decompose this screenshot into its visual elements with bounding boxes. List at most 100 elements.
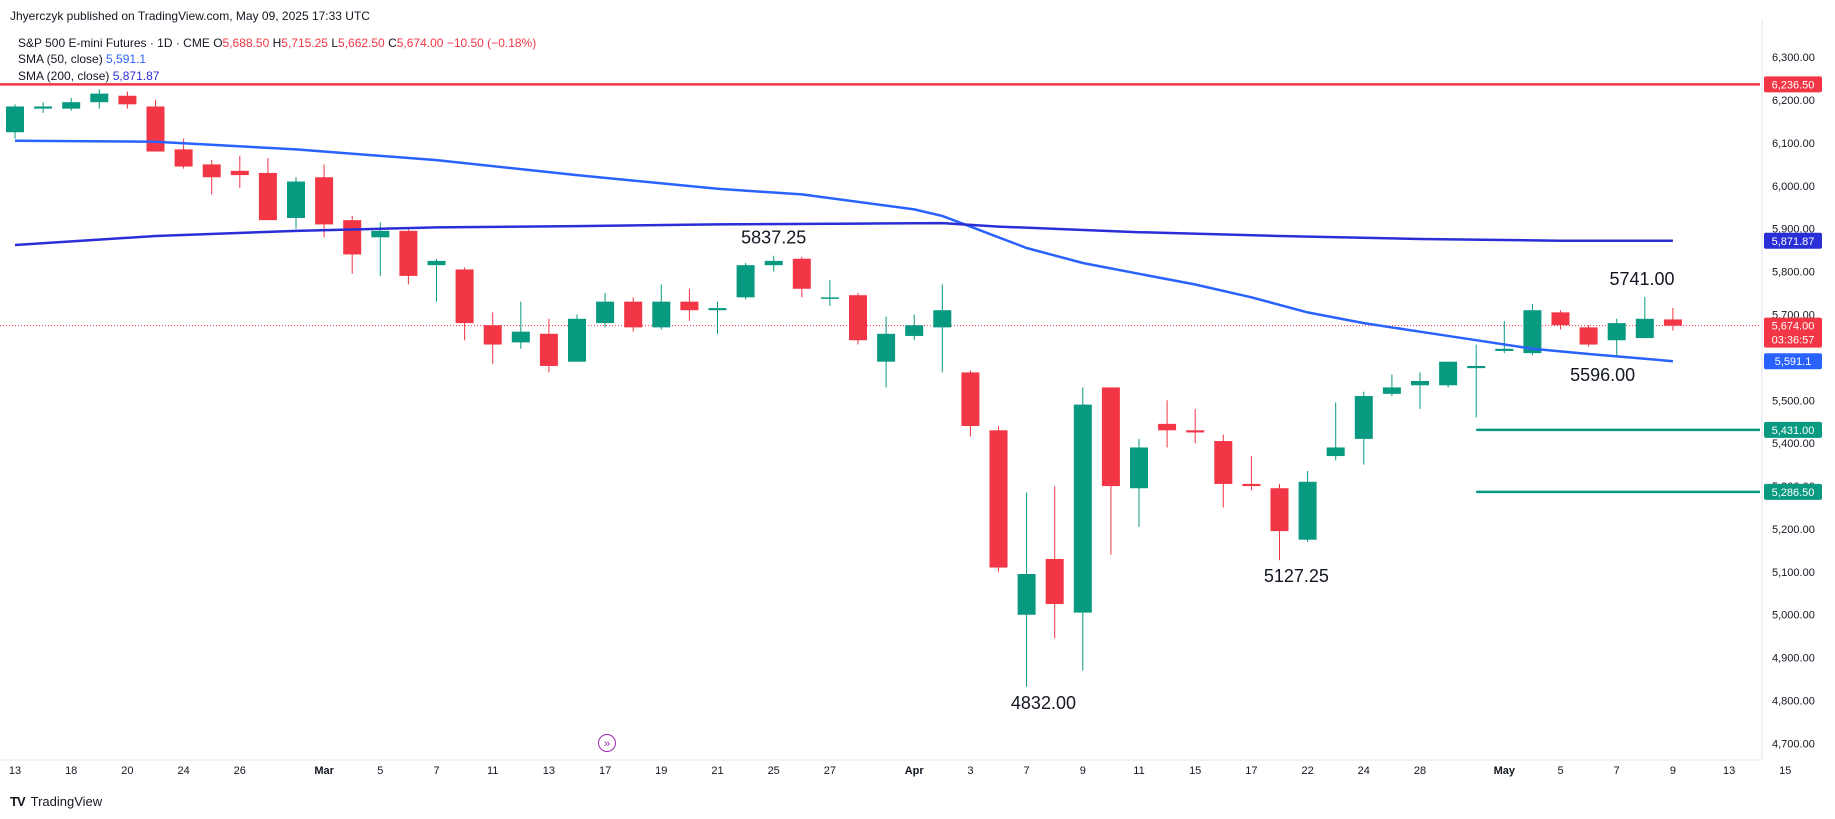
candle-down — [1579, 327, 1598, 345]
y-tick-label: 4,800.00 — [1772, 696, 1815, 708]
x-tick-label: 15 — [1189, 765, 1201, 777]
candle-up — [877, 333, 896, 362]
x-tick-label: 9 — [1670, 765, 1676, 777]
candle-up — [568, 318, 586, 362]
y-tick-label: 6,300.00 — [1772, 52, 1815, 64]
candle-down — [1551, 312, 1570, 326]
last-price-tag: 5,674.00 — [1772, 321, 1815, 333]
candle-down — [315, 177, 334, 225]
x-tick-label: 17 — [599, 765, 611, 777]
candle-up — [1130, 447, 1148, 489]
y-tick-label: 5,500.00 — [1772, 395, 1815, 407]
x-tick-label: 11 — [487, 765, 498, 777]
sma-tag-bg — [1764, 232, 1822, 249]
published-caption: Jhyerczyk published on TradingView.com, … — [10, 9, 370, 23]
candle-up — [764, 260, 783, 266]
sma50-line — [14, 139, 1674, 363]
candle-up — [6, 106, 24, 133]
x-tick-label: Apr — [905, 765, 925, 777]
symbol-legend: S&P 500 E-mini Futures · 1D · CME O5,688… — [18, 36, 536, 50]
tradingview-logo-icon: TV — [10, 794, 26, 809]
level-tag: 5,286.50 — [1772, 487, 1815, 499]
candle-up — [1607, 323, 1626, 341]
sma50-label: SMA (50, close) — [18, 52, 103, 66]
y-tick-label: 5,900.00 — [1772, 224, 1815, 236]
candle-up — [1326, 447, 1345, 457]
candle-down — [1242, 483, 1261, 487]
x-tick-label: 18 — [65, 765, 77, 777]
price-annotation: 5837.25 — [741, 228, 806, 248]
candle-down — [792, 258, 811, 289]
candle-up — [652, 301, 671, 328]
candle-down — [680, 301, 699, 311]
candle-down — [483, 325, 502, 345]
x-tick-label: 25 — [768, 765, 780, 777]
sma200-legend[interactable]: SMA (200, close) 5,871.87 — [18, 69, 159, 83]
ohlc-high: H5,715.25 — [272, 36, 328, 50]
candle-up — [1382, 387, 1401, 394]
candle-up — [708, 308, 727, 311]
y-tick-label: 6,100.00 — [1772, 138, 1815, 150]
x-tick-label: 22 — [1301, 765, 1313, 777]
candle-up — [1411, 380, 1429, 386]
price-annotation: 5741.00 — [1609, 269, 1674, 289]
candle-up — [1523, 310, 1542, 354]
level-tag: 6,236.50 — [1772, 79, 1815, 91]
x-tick-label: 21 — [711, 765, 723, 777]
y-tick-label: 5,000.00 — [1772, 610, 1815, 622]
x-tick-label: 24 — [1358, 765, 1370, 777]
level-tag-bg — [1764, 483, 1822, 500]
candle-down — [118, 95, 137, 105]
x-tick-label: 28 — [1414, 765, 1426, 777]
candle-down — [1214, 441, 1233, 484]
candle-up — [371, 230, 390, 238]
x-tick-label: 5 — [1557, 765, 1563, 777]
candle-down — [624, 301, 643, 328]
sma200-label: SMA (200, close) — [18, 69, 110, 83]
sma200-value: 5,871.87 — [112, 69, 160, 83]
candle-down — [961, 372, 980, 427]
sma50-value: 5,591.1 — [106, 52, 147, 66]
candle-down — [1663, 319, 1682, 326]
x-tick-label: 24 — [177, 765, 189, 777]
candle-up — [736, 265, 755, 298]
ohlc-low: L5,662.50 — [331, 36, 385, 50]
y-tick-label: 5,800.00 — [1772, 267, 1815, 279]
x-tick-label: 7 — [1614, 765, 1620, 777]
candle-down — [146, 106, 165, 152]
candle-up — [34, 106, 53, 109]
price-annotation: 5127.25 — [1264, 566, 1329, 586]
candle-up — [1467, 365, 1486, 369]
y-tick-label: 4,700.00 — [1772, 738, 1815, 750]
sma50-legend[interactable]: SMA (50, close) 5,591.1 — [18, 52, 146, 66]
sma-tag-bg — [1764, 353, 1822, 370]
replay-icon[interactable]: » — [598, 734, 616, 752]
ohlc-open: O5,688.50 — [213, 36, 270, 50]
candle-up — [905, 325, 924, 336]
candle-down — [202, 164, 221, 178]
x-tick-label: Mar — [314, 765, 334, 777]
footer-brand[interactable]: TV TradingView — [10, 794, 102, 809]
candle-down — [849, 295, 867, 341]
candle-up — [427, 260, 446, 266]
candle-down — [1186, 430, 1205, 433]
x-tick-label: 19 — [655, 765, 667, 777]
x-tick-label: 13 — [1723, 765, 1735, 777]
y-tick-label: 5,100.00 — [1772, 567, 1815, 579]
x-tick-label: 7 — [1024, 765, 1030, 777]
candle-up — [90, 93, 109, 103]
candle-up — [1017, 574, 1036, 615]
candle-up — [1495, 348, 1514, 351]
candle-down — [399, 230, 418, 276]
candle-up — [596, 301, 615, 324]
price-annotation: 5596.00 — [1570, 365, 1635, 385]
y-tick-label: 6,200.00 — [1772, 95, 1815, 107]
sma-tag: 5,591.1 — [1775, 356, 1812, 368]
candle-down — [230, 170, 249, 176]
sma-tag: 5,871.87 — [1772, 236, 1815, 248]
price-annotation: 4832.00 — [1011, 693, 1076, 713]
candle-up — [62, 102, 81, 109]
y-tick-label: 4,900.00 — [1772, 653, 1815, 665]
symbol-name[interactable]: S&P 500 E-mini Futures · 1D · CME — [18, 36, 210, 50]
